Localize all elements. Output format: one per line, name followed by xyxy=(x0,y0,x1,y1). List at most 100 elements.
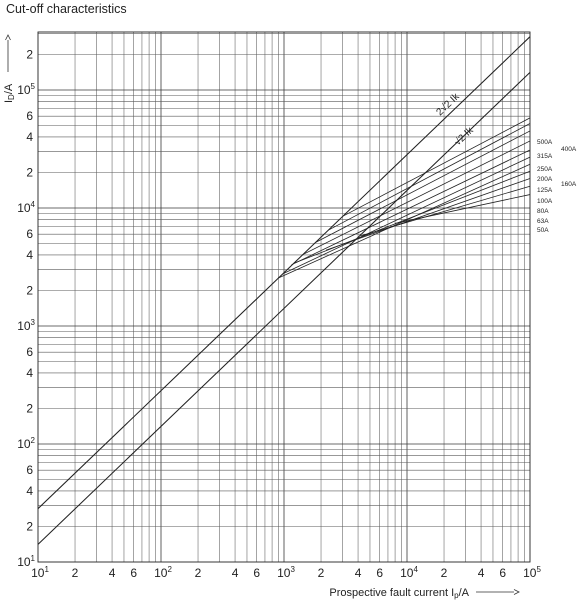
rating-label-50a: 50A xyxy=(537,227,549,234)
tick-label: 2 xyxy=(441,566,448,580)
tick-mantissa: 6 xyxy=(26,463,33,477)
tick-label: 4 xyxy=(26,248,33,262)
tick-exponent: 1 xyxy=(44,565,49,574)
x-axis-label-subscript: p xyxy=(454,591,459,600)
tick-mantissa: 10 xyxy=(17,83,31,97)
tick-label: 2 xyxy=(26,283,33,297)
tick-exponent: 1 xyxy=(31,554,36,563)
fuse-curve-63a xyxy=(360,185,531,237)
tick-exponent: 2 xyxy=(31,436,36,445)
tick-mantissa: 2 xyxy=(26,401,33,415)
tick-mantissa: 10 xyxy=(523,566,537,580)
tick-mantissa: 4 xyxy=(26,248,33,262)
y-axis-label: ID/A xyxy=(3,83,16,103)
rating-label-80a: 80A xyxy=(537,208,549,215)
x-axis-label-text: Prospective fault current xyxy=(329,587,451,599)
tick-label: 2 xyxy=(72,566,79,580)
tick-label: 6 xyxy=(26,463,33,477)
rating-label-125a: 125A xyxy=(537,187,553,194)
tick-label: 6 xyxy=(499,566,506,580)
tick-mantissa: 2 xyxy=(318,566,325,580)
tick-label: 4 xyxy=(26,366,33,380)
tick-mantissa: 4 xyxy=(26,366,33,380)
fuse-curve-315a xyxy=(315,130,531,243)
tick-label: 104 xyxy=(400,565,418,580)
rating-label-160a: 160A xyxy=(561,181,577,188)
tick-label: 6 xyxy=(26,227,33,241)
tick-mantissa: 10 xyxy=(31,566,45,580)
y-axis-arrow-head xyxy=(5,34,11,41)
tick-exponent: 5 xyxy=(536,565,541,574)
fuse-curve-160a xyxy=(283,156,531,274)
tick-mantissa: 10 xyxy=(154,566,168,580)
tick-mantissa: 10 xyxy=(17,201,31,215)
tick-mantissa: 6 xyxy=(26,109,33,123)
tick-mantissa: 4 xyxy=(478,566,485,580)
tick-mantissa: 4 xyxy=(26,484,33,498)
reference-line xyxy=(37,72,531,545)
curves-layer xyxy=(37,36,531,545)
tick-mantissa: 2 xyxy=(26,47,33,61)
tick-label: 4 xyxy=(26,484,33,498)
tick-label: 6 xyxy=(376,566,383,580)
x-axis-label-unit: /A xyxy=(459,587,470,599)
x-axis-label-symbol: I xyxy=(451,587,454,599)
tick-label: 4 xyxy=(109,566,116,580)
tick-mantissa: 2 xyxy=(26,519,33,533)
tick-label: 103 xyxy=(277,565,295,580)
tick-mantissa: 2 xyxy=(441,566,448,580)
tick-mantissa: 2 xyxy=(26,165,33,179)
tick-exponent: 4 xyxy=(413,565,418,574)
tick-mantissa: 6 xyxy=(26,227,33,241)
x-axis-label: Prospective fault current Ip/A xyxy=(329,587,469,600)
tick-label: 6 xyxy=(130,566,137,580)
tick-exponent: 4 xyxy=(31,200,36,209)
tick-label: 6 xyxy=(26,345,33,359)
tick-mantissa: 10 xyxy=(277,566,291,580)
tick-label: 4 xyxy=(232,566,239,580)
tick-mantissa: 4 xyxy=(26,130,33,144)
y-axis-label-unit: /A xyxy=(3,83,15,94)
rating-label-400a: 400A xyxy=(561,146,577,153)
tick-label: 105 xyxy=(17,82,35,97)
tick-label: 2 xyxy=(195,566,202,580)
tick-label: 105 xyxy=(523,565,541,580)
rating-label-200a: 200A xyxy=(537,176,553,183)
tick-mantissa: 2 xyxy=(26,283,33,297)
fuse-curve-80a xyxy=(325,178,531,251)
tick-mantissa: 4 xyxy=(232,566,239,580)
rating-label-315a: 315A xyxy=(537,153,553,160)
tick-label: 2 xyxy=(26,165,33,179)
tick-label: 2 xyxy=(26,47,33,61)
tick-mantissa: 4 xyxy=(355,566,362,580)
tick-label: 6 xyxy=(253,566,260,580)
tick-mantissa: 10 xyxy=(400,566,414,580)
tick-exponent: 3 xyxy=(290,565,295,574)
chart-grid xyxy=(38,32,530,562)
fuse-curve-250a xyxy=(301,140,531,256)
rating-label-63a: 63A xyxy=(537,218,549,225)
plot-frame xyxy=(37,31,531,563)
rating-label-500a: 500A xyxy=(537,139,553,146)
x-axis-arrow-head xyxy=(513,589,520,595)
tick-exponent: 3 xyxy=(31,318,36,327)
rating-label-100a: 100A xyxy=(537,198,553,205)
tick-mantissa: 6 xyxy=(26,345,33,359)
tick-labels: 101 2 4 6 102 2 4 6 103 2 4 6 104 2 4 6 1051012461022461… xyxy=(17,47,541,580)
tick-label: 102 xyxy=(154,565,172,580)
tick-mantissa: 10 xyxy=(17,319,31,333)
chart-labels: Prospective fault current Ip/AID/A2√2 Ik… xyxy=(3,34,577,600)
chart-title: Cut-off characteristics xyxy=(6,2,127,16)
tick-label: 6 xyxy=(26,109,33,123)
tick-label: 4 xyxy=(355,566,362,580)
tick-mantissa: 2 xyxy=(72,566,79,580)
tick-exponent: 5 xyxy=(31,82,36,91)
tick-label: 4 xyxy=(478,566,485,580)
tick-mantissa: 6 xyxy=(130,566,137,580)
tick-label: 2 xyxy=(318,566,325,580)
tick-label: 102 xyxy=(17,436,35,451)
tick-label: 2 xyxy=(26,401,33,415)
tick-label: 2 xyxy=(26,519,33,533)
tick-mantissa: 10 xyxy=(17,555,31,569)
tick-exponent: 2 xyxy=(167,565,172,574)
